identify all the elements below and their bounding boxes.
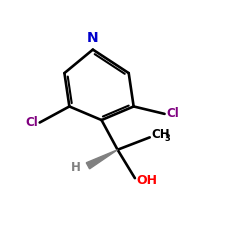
Text: CH: CH	[152, 128, 170, 141]
Polygon shape	[86, 150, 118, 169]
Text: N: N	[87, 31, 99, 45]
Text: 3: 3	[164, 134, 170, 142]
Text: Cl: Cl	[25, 116, 38, 129]
Text: Cl: Cl	[166, 107, 179, 120]
Text: H: H	[71, 160, 81, 173]
Text: OH: OH	[137, 174, 158, 187]
